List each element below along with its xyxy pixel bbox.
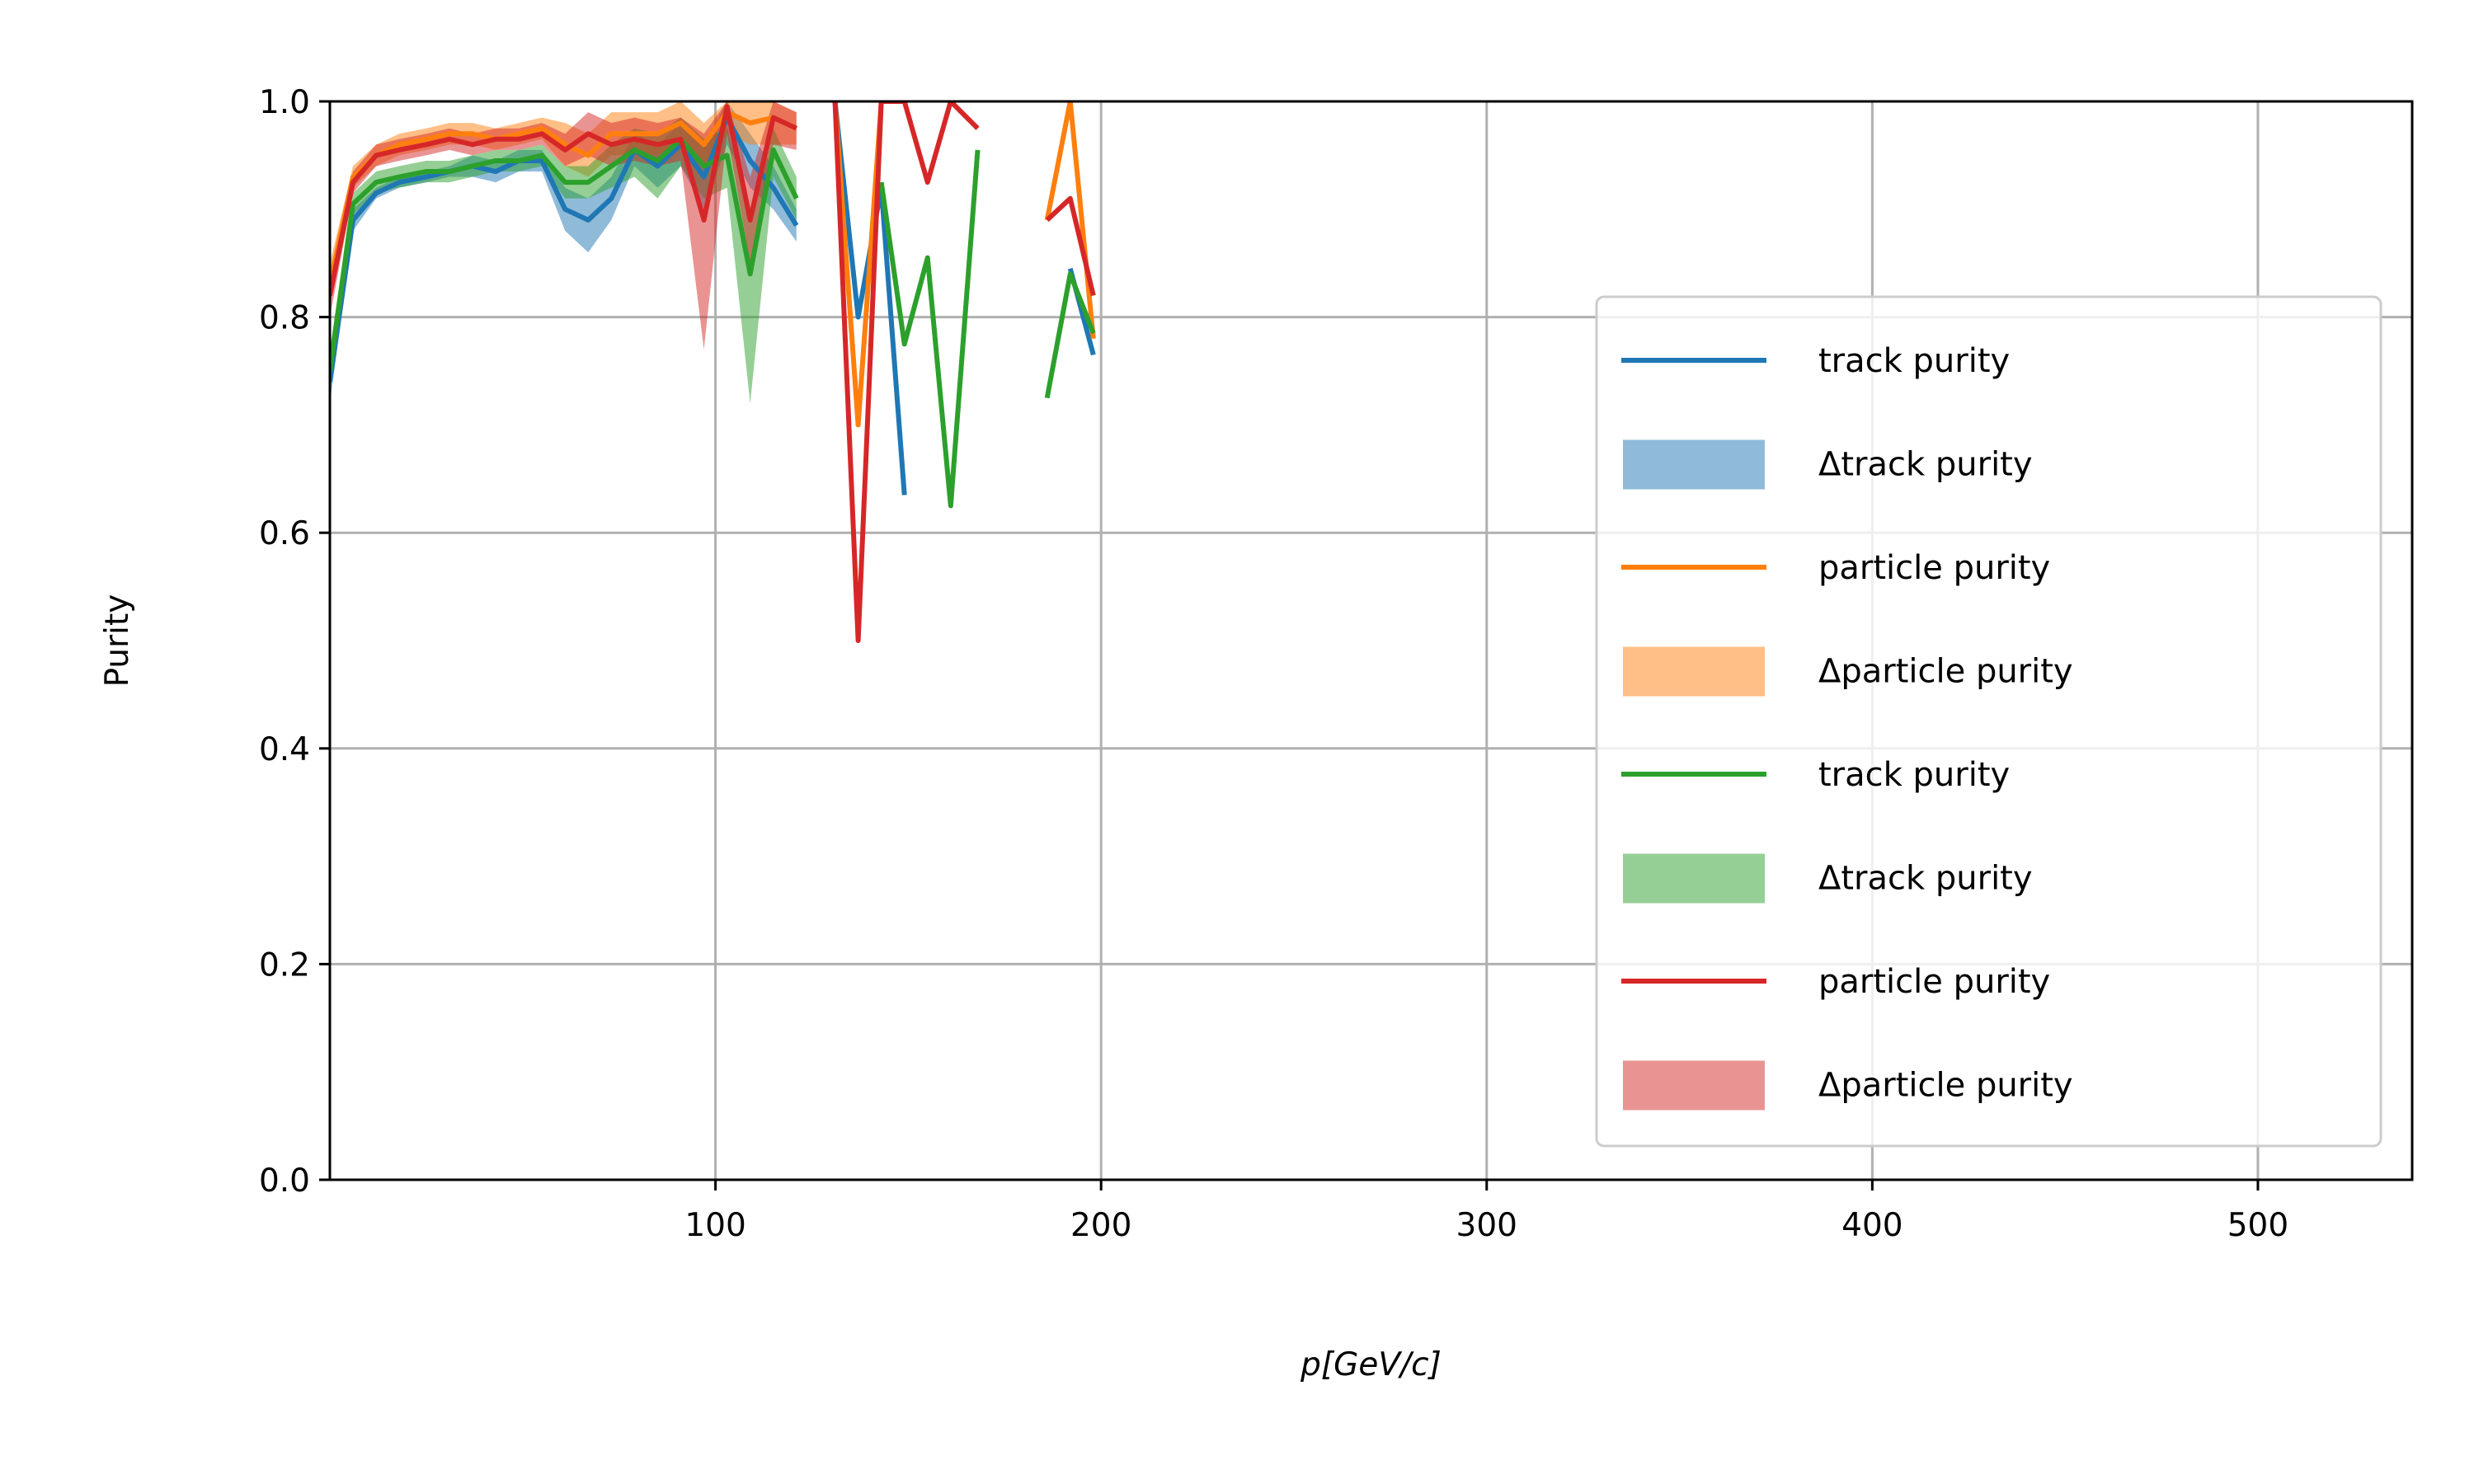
series-line-1 bbox=[832, 101, 884, 428]
legend-band-swatch bbox=[1623, 439, 1765, 490]
y-tick-label: 0.8 bbox=[259, 300, 310, 337]
legend-label: Δparticle purity bbox=[1818, 1067, 2073, 1105]
y-tick-label: 1.0 bbox=[259, 84, 310, 121]
y-tick-label: 0.0 bbox=[259, 1162, 310, 1200]
series-line-3 bbox=[330, 104, 798, 297]
legend-label: Δparticle purity bbox=[1818, 653, 2073, 691]
y-tick-label: 0.4 bbox=[259, 731, 310, 768]
y-axis-label: Purity bbox=[99, 594, 136, 688]
axis-ticks: 100 200 300 400 500 0.0 0.2 0.4 0.6 0.8 1.0 bbox=[259, 84, 2288, 1244]
legend-band-swatch bbox=[1623, 646, 1765, 697]
legend-band-swatch bbox=[1623, 853, 1765, 904]
x-axis-label: p[GeV/c] bbox=[1300, 1346, 1442, 1383]
y-tick-label: 0.2 bbox=[259, 946, 310, 984]
legend-band-swatch bbox=[1623, 1060, 1765, 1111]
legend-label: track purity bbox=[1818, 756, 2010, 794]
x-tick-label: 500 bbox=[2227, 1207, 2288, 1244]
series-line-3 bbox=[832, 101, 980, 643]
series-line-1 bbox=[330, 110, 798, 285]
legend-label: particle purity bbox=[1818, 963, 2050, 1001]
x-tick-label: 200 bbox=[1070, 1207, 1131, 1244]
legend-box bbox=[1595, 295, 2382, 1148]
series-line-2 bbox=[330, 136, 799, 372]
legend-label: particle purity bbox=[1818, 549, 2050, 587]
x-tick-label: 400 bbox=[1841, 1207, 1903, 1244]
y-tick-label: 0.6 bbox=[259, 515, 310, 552]
series-lines bbox=[330, 101, 1096, 643]
x-tick-label: 300 bbox=[1456, 1207, 1517, 1244]
legend-label: Δtrack purity bbox=[1818, 446, 2033, 484]
series-line-3 bbox=[1045, 195, 1096, 297]
legend: track purity Δtrack purity particle purity… bbox=[1595, 295, 2382, 1148]
axes-frame bbox=[328, 100, 2414, 1181]
error-band-2 bbox=[330, 117, 797, 404]
legend-label: track purity bbox=[1818, 342, 2010, 380]
x-tick-label: 100 bbox=[684, 1207, 745, 1244]
series-line-2 bbox=[1044, 271, 1096, 399]
series-line-2 bbox=[878, 149, 981, 509]
legend-label: Δtrack purity bbox=[1818, 860, 2033, 898]
